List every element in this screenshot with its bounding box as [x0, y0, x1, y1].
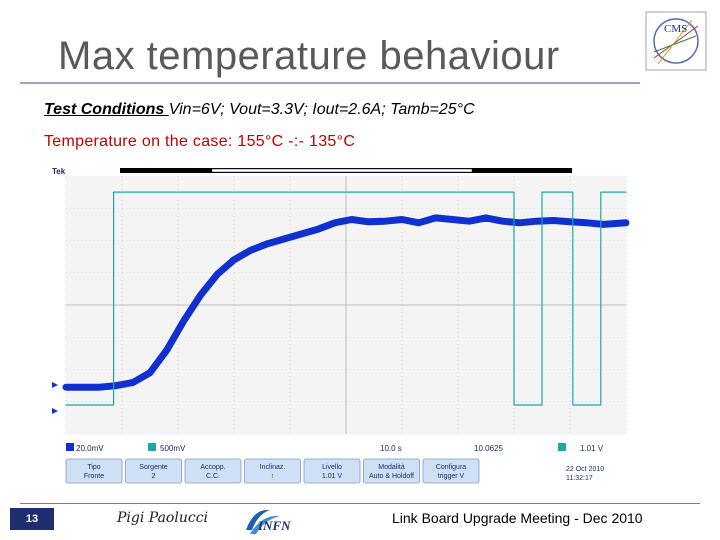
series-1-point	[250, 249, 252, 251]
scope-menu-button: Livello 1.01 V	[303, 458, 361, 484]
test-conditions-text: Vin=6V; Vout=3.3V; Iout=2.6A; Tamb=25°C	[168, 101, 475, 118]
series-1-point	[535, 220, 538, 222]
button-bottom-label: Auto & Holdoff	[369, 473, 414, 480]
series-1-point	[266, 242, 269, 245]
ch2-marker	[52, 408, 58, 414]
scope-menu-buttons: Tipo Fronte Sorgente 2 Accopp. C.C. Inclinaz. ↑…	[65, 458, 480, 484]
scope-menu-button: Sorgente 2	[125, 458, 182, 484]
series-1-point	[334, 222, 336, 224]
series-1-point	[98, 386, 101, 388]
series-1-point	[401, 218, 403, 221]
plot-grid	[65, 175, 627, 435]
series-1-point	[149, 371, 151, 374]
button-top-label: Modalità	[378, 464, 405, 471]
series-1-point	[182, 320, 185, 322]
cms-logo-text: CMS	[664, 23, 687, 35]
ch1-marker	[52, 382, 58, 388]
series-1-point	[283, 238, 286, 240]
test-conditions-label: Test Conditions	[44, 101, 169, 118]
series-1-point	[300, 233, 303, 235]
series-1-point	[233, 259, 235, 261]
button-top-label: Sorgente	[139, 464, 168, 471]
series-2-point	[113, 404, 114, 406]
button-top-label: Configura	[436, 464, 466, 471]
series-1-point	[115, 384, 118, 387]
series-2-point	[600, 191, 602, 193]
series-2-point	[572, 404, 574, 406]
button-bottom-label: 1.01 V	[322, 473, 343, 480]
scope-time: 11:32:17	[566, 475, 593, 482]
trigger-info: 10.0625	[474, 444, 503, 453]
scope-menu-button: Configura trigger V	[422, 458, 480, 484]
ch2-scale: 500mV	[160, 444, 186, 453]
scope-status-bar: 20.0mV 500mV 10.0 s 10.0625 1.01 V	[66, 440, 626, 454]
series-2-point	[513, 404, 515, 406]
scope-menu-button: Modalità Auto & Holdoff	[363, 458, 420, 484]
series-2-point	[600, 404, 602, 406]
series-2-point	[65, 404, 67, 406]
series-2-point	[625, 191, 627, 193]
title-underline	[20, 82, 640, 84]
button-bottom-label: trigger V	[438, 473, 465, 480]
scope-brand: Tek	[52, 167, 66, 176]
scope-menu-button: Accopp. C.C.	[184, 458, 242, 484]
series-1-point	[384, 220, 387, 222]
series-1-point	[216, 273, 218, 276]
ch2-trigger-level: 1.01 V	[580, 444, 604, 453]
timebase: 10.0 s	[380, 444, 402, 453]
series-1-point	[418, 222, 420, 224]
series-line-2	[65, 191, 627, 406]
series-1-point	[82, 386, 84, 388]
author-name: Pigi Paolucci	[117, 510, 209, 526]
button-bottom-label: C.C.	[206, 473, 220, 480]
series-1-point	[199, 294, 202, 297]
button-bottom-label: ↑	[271, 473, 275, 480]
series-1-point	[518, 222, 521, 224]
series-2-point	[113, 191, 114, 193]
series-1-point	[350, 218, 353, 221]
series-2-point	[572, 191, 574, 193]
series-1-point	[317, 228, 319, 230]
button-top-label: Livello	[322, 464, 342, 471]
series-1-point	[485, 217, 487, 219]
ch1-scale: 20.0mV	[76, 444, 104, 453]
series-1-point	[602, 223, 605, 226]
series-2-point	[513, 191, 515, 193]
scope-menu-button: Inclinaz. ↑	[244, 458, 301, 484]
cms-logo: CMS	[645, 11, 707, 71]
series-1-point	[625, 222, 627, 224]
series-1-point	[132, 381, 134, 384]
series-1-point	[468, 220, 471, 222]
meeting-name: Link Board Upgrade Meeting - Dec 2010	[392, 510, 643, 526]
slide-title: Max temperature behaviour	[58, 34, 560, 78]
scope-menu-button: Tipo Fronte	[65, 458, 123, 484]
scope-date: 22 Oct 2010	[566, 466, 604, 473]
series-line-1	[62, 214, 630, 391]
series-2-point	[541, 191, 543, 193]
button-bottom-label: 2	[152, 473, 156, 480]
series-1-point	[65, 386, 67, 388]
series-1-point	[367, 221, 370, 223]
series-1-point	[586, 222, 588, 224]
infn-logo: INFN	[246, 509, 291, 534]
button-top-label: Tipo	[87, 464, 100, 471]
plot-series	[62, 191, 630, 406]
button-top-label: Accopp.	[200, 464, 225, 471]
series-2-point	[541, 404, 543, 406]
button-bottom-label: Fronte	[84, 473, 104, 480]
infn-logo-text: INFN	[257, 518, 291, 533]
series-1-point	[434, 217, 437, 219]
series-1-point	[569, 221, 571, 223]
series-1-point	[451, 218, 454, 221]
test-conditions: Test Conditions Vin=6V; Vout=3.3V; Iout=…	[44, 101, 475, 119]
footer-rule	[20, 503, 700, 504]
temperature-range: Temperature on the case: 155°C -:- 135°C	[44, 133, 356, 150]
series-1-point	[166, 349, 168, 351]
oscilloscope-screenshot: Tek 20.0mV 500mV 10.0 s 10.0625 1.01 V T…	[40, 160, 632, 488]
series-1-point	[552, 219, 554, 222]
series-1-point	[502, 220, 504, 222]
button-top-label: Inclinaz.	[260, 464, 286, 471]
page-number: 13	[10, 508, 54, 530]
